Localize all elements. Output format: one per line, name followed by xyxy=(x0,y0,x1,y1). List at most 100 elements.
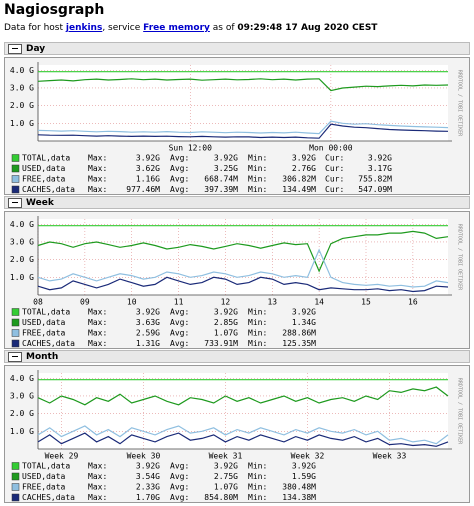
stat-label: Avg: xyxy=(170,164,189,173)
stat-label: Max: xyxy=(88,493,107,502)
x-tick-label: 12 xyxy=(221,298,231,307)
stat-value: 2.76G xyxy=(292,164,316,173)
stat-label: Cur: xyxy=(325,154,344,163)
y-tick-label: 1.0 G xyxy=(10,273,34,282)
x-tick-label: 13 xyxy=(267,298,277,307)
series-line xyxy=(37,276,449,293)
legend-swatch xyxy=(11,318,20,327)
legend-name: FREE,data xyxy=(22,483,66,492)
x-tick-label: 08 xyxy=(33,298,43,307)
x-tick-label: 10 xyxy=(127,298,137,307)
legend-name: TOTAL,data xyxy=(22,462,70,471)
legend-name: CACHES,data xyxy=(22,493,75,502)
stat-value: 2.33G xyxy=(136,483,160,492)
stat-value: 755.82M xyxy=(358,175,392,184)
stat-value: 3.25G xyxy=(214,164,238,173)
stat-label: Min: xyxy=(248,154,267,163)
legend-swatch xyxy=(11,185,20,194)
stat-label: Avg: xyxy=(170,493,189,502)
toggle-button[interactable] xyxy=(8,198,22,208)
section-header: Week xyxy=(4,196,470,209)
stat-value: 125.35M xyxy=(282,339,316,348)
stat-label: Max: xyxy=(88,462,107,471)
stat-value: 1.34G xyxy=(292,318,316,327)
stat-value: 134.38M xyxy=(282,493,316,502)
y-tick-label: 2.0 G xyxy=(10,255,34,264)
stat-label: Avg: xyxy=(170,329,189,338)
stat-value: 3.63G xyxy=(136,318,160,327)
stat-label: Min: xyxy=(248,483,267,492)
stat-value: 3.92G xyxy=(292,308,316,317)
stat-value: 1.59G xyxy=(292,472,316,481)
x-tick-label: 11 xyxy=(174,298,184,307)
legend-swatch xyxy=(11,175,20,183)
legend-swatch xyxy=(11,154,20,162)
service-link[interactable]: Free memory xyxy=(143,23,210,33)
stat-label: Cur: xyxy=(325,185,344,194)
legend-name: FREE,data xyxy=(22,175,66,184)
stat-label: Max: xyxy=(88,339,107,348)
section-header: Month xyxy=(4,350,470,363)
stat-value: 3.17G xyxy=(368,164,392,173)
stat-label: Min: xyxy=(248,185,267,194)
legend-name: CACHES,data xyxy=(22,339,75,348)
stat-label: Max: xyxy=(88,175,107,184)
stat-label: Avg: xyxy=(170,462,189,471)
host-link[interactable]: jenkins xyxy=(65,23,103,33)
stat-label: Max: xyxy=(88,164,107,173)
stat-value: 397.39M xyxy=(204,185,238,194)
stat-label: Min: xyxy=(248,493,267,502)
stat-value: 3.92G xyxy=(214,462,238,471)
legend-name: FREE,data xyxy=(22,329,66,338)
stat-label: Max: xyxy=(88,472,107,481)
info-text: as of xyxy=(212,23,235,33)
stat-value: 1.70G xyxy=(136,493,160,502)
x-tick-label: Week 33 xyxy=(373,452,407,461)
legend-name: TOTAL,data xyxy=(22,154,70,163)
y-tick-label: 4.0 G xyxy=(10,374,34,383)
y-tick-label: 4.0 G xyxy=(10,220,34,229)
stat-value: 1.31G xyxy=(136,339,160,348)
stat-value: 2.75G xyxy=(214,472,238,481)
x-tick-label: Week 29 xyxy=(45,452,79,461)
stat-value: 547.09M xyxy=(358,185,392,194)
x-tick-label: Week 32 xyxy=(291,452,325,461)
legend-name: USED,data xyxy=(22,164,66,173)
stat-label: Min: xyxy=(248,339,267,348)
stat-label: Max: xyxy=(88,154,107,163)
y-tick-label: 1.0 G xyxy=(10,119,34,128)
stat-label: Max: xyxy=(88,185,107,194)
section-title: Week xyxy=(26,198,54,208)
y-tick-label: 3.0 G xyxy=(10,83,34,92)
y-tick-label: 3.0 G xyxy=(10,237,34,246)
stat-label: Avg: xyxy=(170,318,189,327)
info-text: , service xyxy=(102,23,141,33)
stat-value: 668.74M xyxy=(204,175,238,184)
stat-value: 733.91M xyxy=(204,339,238,348)
stat-value: 3.92G xyxy=(136,308,160,317)
stat-label: Min: xyxy=(248,308,267,317)
stat-label: Cur: xyxy=(325,175,344,184)
section-title: Month xyxy=(26,352,59,362)
stat-label: Max: xyxy=(88,483,107,492)
page-title: Nagiosgraph xyxy=(4,2,105,18)
stat-label: Min: xyxy=(248,318,267,327)
legend-swatch xyxy=(11,164,20,173)
toggle-button[interactable] xyxy=(8,44,22,54)
stat-label: Min: xyxy=(248,175,267,184)
stat-label: Avg: xyxy=(170,472,189,481)
series-line xyxy=(37,123,449,139)
stat-label: Max: xyxy=(88,318,107,327)
stat-value: 854.80M xyxy=(204,493,238,502)
toggle-button[interactable] xyxy=(8,352,22,362)
x-tick-label: 16 xyxy=(408,298,418,307)
graph: 1.0 G 2.0 G 3.0 G 4.0 G Week 29 Week 30 Week 3… xyxy=(4,365,470,503)
info-line: Data for host jenkins, service Free memo… xyxy=(4,23,377,33)
stat-value: 1.07G xyxy=(214,329,238,338)
stat-value: 3.92G xyxy=(214,154,238,163)
x-tick-label: 14 xyxy=(314,298,324,307)
legend-name: TOTAL,data xyxy=(22,308,70,317)
stat-value: 3.62G xyxy=(136,164,160,173)
stat-label: Avg: xyxy=(170,339,189,348)
watermark: RRDTOOL / TOBI OETIKER xyxy=(457,378,463,445)
